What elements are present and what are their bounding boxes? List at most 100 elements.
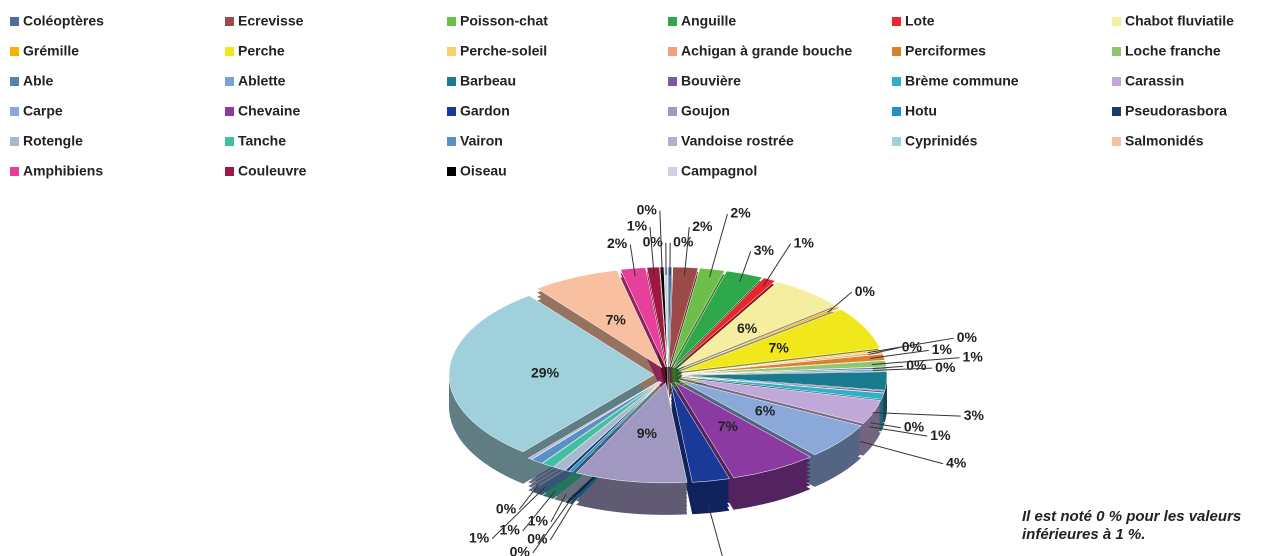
pie-slice [681,376,885,394]
legend-swatch [225,17,234,26]
legend-label: Chabot fluviatile [1125,13,1234,29]
data-label: 6% [755,403,776,419]
leader-line [872,365,904,370]
data-label: 1% [794,234,815,250]
legend-label: Able [23,73,54,89]
data-label: 0% [637,201,658,217]
leader-line [659,210,663,276]
data-label: 0% [904,418,925,434]
pie-slice [674,277,776,369]
leader-line [649,226,655,276]
data-label: 0% [957,329,978,345]
legend-swatch [225,107,234,116]
legend-label: Coléoptères [23,13,104,29]
legend-label: Campagnol [681,163,757,179]
leader-line [860,441,944,465]
legend-swatch [892,47,901,56]
pie-slice-side [620,275,666,376]
leader-line [868,426,928,437]
legend-label: Achigan à grande bouche [681,43,852,59]
legend-swatch [447,77,456,86]
data-label: 0% [643,233,664,249]
data-label: 0% [496,500,517,516]
data-label: 7% [769,340,790,356]
pie-slice [448,295,655,453]
legend-swatch [1112,77,1121,86]
annotation-line: inférieures à 1 %. [1022,526,1145,543]
leader-line [549,496,578,541]
pie-slice [681,376,885,400]
leader-line [522,490,556,532]
pie-slice [670,382,730,483]
legend-label: Hotu [905,103,937,119]
pie-slice [670,267,726,368]
data-label: 0% [902,339,923,355]
legend-label: Cyprinidés [905,133,978,149]
legend-swatch [10,47,19,56]
data-label: 29% [531,365,560,381]
data-label: 6% [737,320,758,336]
legend-label: Perciformes [905,43,986,59]
legend-label: Anguille [681,13,736,29]
pie-slice [678,379,862,456]
data-label: 3% [754,242,775,258]
legend-swatch [447,47,456,56]
data-label: 0% [906,357,927,373]
leader-line [709,213,728,278]
data-label: 2% [692,218,713,234]
annotation: Il est noté 0 % pour les valeurs inférieu… [1022,508,1241,543]
leader-line [827,291,853,313]
leader-line [707,504,723,556]
legend-label: Tanche [238,133,286,149]
legend-label: Carpe [23,103,63,119]
pie-slice [620,267,667,368]
data-label: 7% [606,311,627,327]
legend-label: Grémille [23,43,79,59]
pie-slice [553,381,662,471]
data-label: 1% [528,513,549,529]
legend-label: Amphibiens [23,163,103,179]
legend-label: Vandoise rostrée [681,133,794,149]
data-label: 1% [930,427,951,443]
legend-label: Rotengle [23,133,83,149]
legend-swatch [668,137,677,146]
legend-swatch [892,77,901,86]
legend-swatch [447,107,456,116]
data-label: 1% [469,529,490,545]
pie-slice [681,371,888,391]
legend-label: Poisson-chat [460,13,548,29]
legend-swatch [447,17,456,26]
data-label: 0% [673,233,694,249]
pie-slice-side [670,272,725,372]
legend-label: Perche-soleil [460,43,547,59]
data-label: 1% [627,218,648,234]
legend-swatch [668,107,677,116]
legend-swatch [1112,17,1121,26]
data-label: 2% [607,235,628,251]
leader-line [518,484,539,510]
legend-swatch [225,77,234,86]
legend-label: Salmonidés [1125,133,1204,149]
legend-swatch [668,17,677,26]
data-label: 3% [964,407,985,423]
legend-swatch [892,137,901,146]
leader-line [870,422,901,429]
legend-label: Bouvière [681,73,741,89]
leader-line [683,227,690,276]
pie-slice-side [646,271,668,372]
data-label: 0% [935,359,956,375]
legend-label: Ecrevisse [238,13,304,29]
pie-slice [674,381,812,479]
pie-slice [672,270,763,368]
legend-swatch [10,137,19,146]
legend-label: Loche franche [1125,43,1221,59]
data-label: 7% [718,418,739,434]
leader-line [739,250,752,282]
legend-label: Couleuvre [238,163,307,179]
legend-swatch [892,107,901,116]
leader-line [871,357,960,366]
leader-line [868,347,899,355]
data-label: 0% [855,283,876,299]
legend-swatch [225,167,234,176]
legend-swatch [892,17,901,26]
